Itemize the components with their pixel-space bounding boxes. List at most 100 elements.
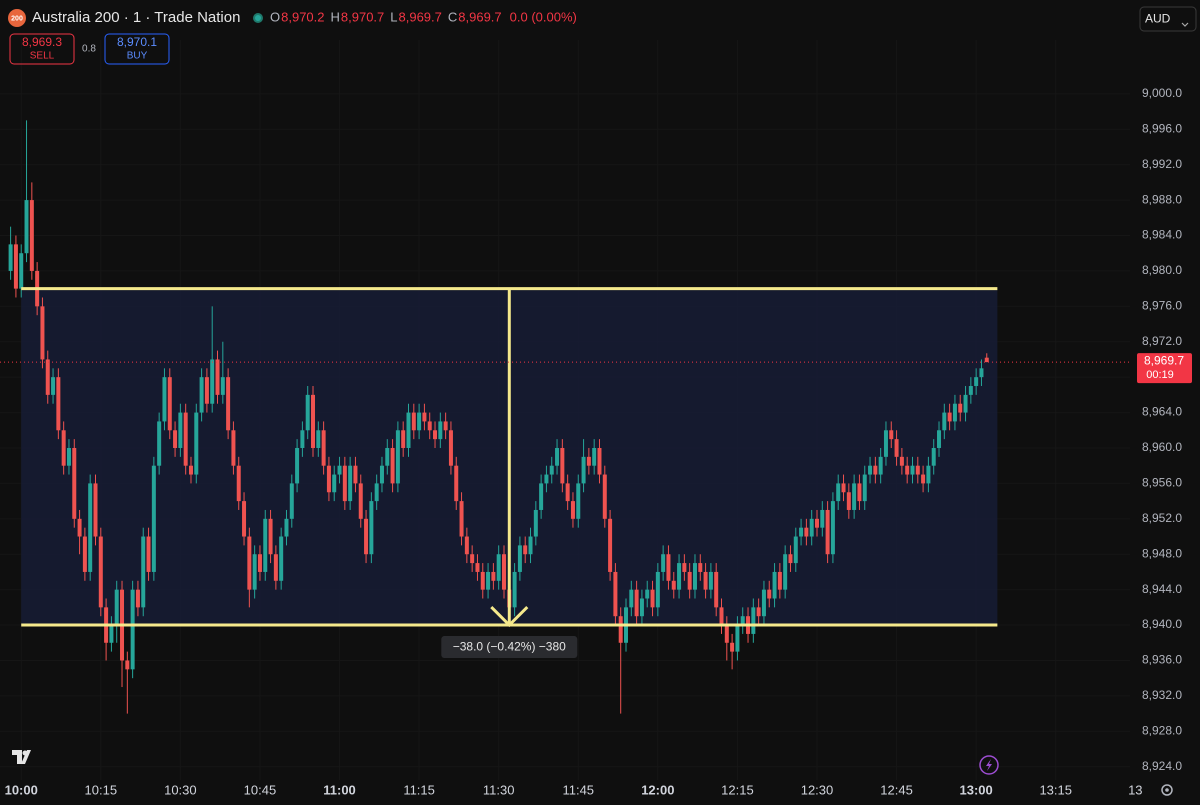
candle-body [958,403,963,413]
candle-body [24,200,29,254]
candle-body [517,545,522,572]
candle-body [194,412,199,475]
candle-body [114,589,119,626]
candle-body [931,447,936,466]
candle-body [544,474,549,484]
candle-body [512,571,517,608]
candle-body [109,625,114,643]
y-tick-label: 8,972.0 [1142,334,1182,348]
y-tick-label: 8,948.0 [1142,546,1182,560]
candle-body [257,554,262,572]
x-tick-label: 11:30 [483,782,515,797]
buy-label: BUY [127,51,148,62]
candle-body [984,357,989,363]
y-tick-label: 8,980.0 [1142,263,1182,277]
x-tick-label: 10:30 [164,782,197,797]
candle-body [937,430,942,448]
candle-body [199,377,204,413]
candle-body [45,359,50,395]
measure-label-box [441,636,578,659]
candle-body [799,527,804,537]
candle-body [295,447,300,484]
candle-body [326,465,331,493]
candle-body [401,430,406,448]
spread: 0.8 [82,44,96,55]
candle-body [921,474,926,484]
candle-body [88,483,93,572]
candle-body [72,447,77,519]
x-tick-label: 11:15 [403,782,435,797]
y-tick-label: 8,940.0 [1142,617,1182,631]
candle-body [40,306,45,360]
y-tick-label: 8,952.0 [1142,511,1182,525]
candle-body [947,412,952,422]
candle-body [183,412,188,466]
candle-body [13,244,18,289]
candle-body [353,465,358,484]
candle-body [666,554,671,581]
y-tick-label: 8,992.0 [1142,157,1182,171]
candle-body [252,554,257,590]
candle-body [974,377,979,387]
candle-body [358,483,363,519]
candle-body [730,642,735,652]
candle-body [581,456,586,484]
sell-button[interactable] [9,33,75,65]
candle-body [56,377,61,431]
x-tick-label: 10:00 [5,782,38,797]
candle-body [374,483,379,502]
candle-body [687,571,692,590]
candle-body [226,377,231,431]
candle-body [411,412,416,431]
currency-dropdown[interactable] [1139,6,1197,32]
candle-body [459,501,464,537]
ohlc-key: H [331,9,340,24]
candle-body [825,509,830,555]
buy-price: 8,970.1 [117,35,157,49]
candle-body [204,377,209,404]
candle-body [698,563,703,572]
candle-body [379,465,384,484]
candle-body [215,359,220,395]
candle-body [555,447,560,466]
candle-body [82,536,87,572]
candle-body [220,377,225,395]
candle-body [406,412,411,448]
candle-body [157,421,162,466]
currency: AUD [1145,12,1171,26]
candle-body [830,501,835,555]
candle-body [305,394,310,431]
dropdown-chevron [1181,22,1189,27]
settings-icon[interactable] [1161,784,1173,796]
candle-body [841,483,846,493]
lightning-icon[interactable] [979,755,999,775]
candle-body [162,377,167,422]
candle-body [793,536,798,564]
candle-body [618,616,623,643]
price-axis [1130,40,1200,780]
candle-body [608,518,613,572]
candle-body [910,465,915,475]
candle-body [438,421,443,440]
candle-body [777,571,782,590]
candle-body [772,571,777,599]
candle-body [889,430,894,440]
y-tick-label: 8,928.0 [1142,723,1182,737]
x-tick-label: 12:15 [721,782,754,797]
candle-body [210,359,215,404]
y-tick-label: 8,944.0 [1142,582,1182,596]
y-tick-label: 8,924.0 [1142,759,1182,773]
y-tick-label: 8,956.0 [1142,476,1182,490]
candle-body [300,430,305,448]
candle-body [427,421,432,431]
candle-body [804,527,809,537]
lightning-bolt [986,759,992,771]
x-tick-label: 12:00 [641,782,674,797]
countdown: 00:19 [1146,369,1174,381]
candle-body [390,447,395,484]
buy-button[interactable] [104,33,170,65]
candle-body [645,589,650,599]
candle-body [247,536,252,590]
candle-body [284,518,289,537]
